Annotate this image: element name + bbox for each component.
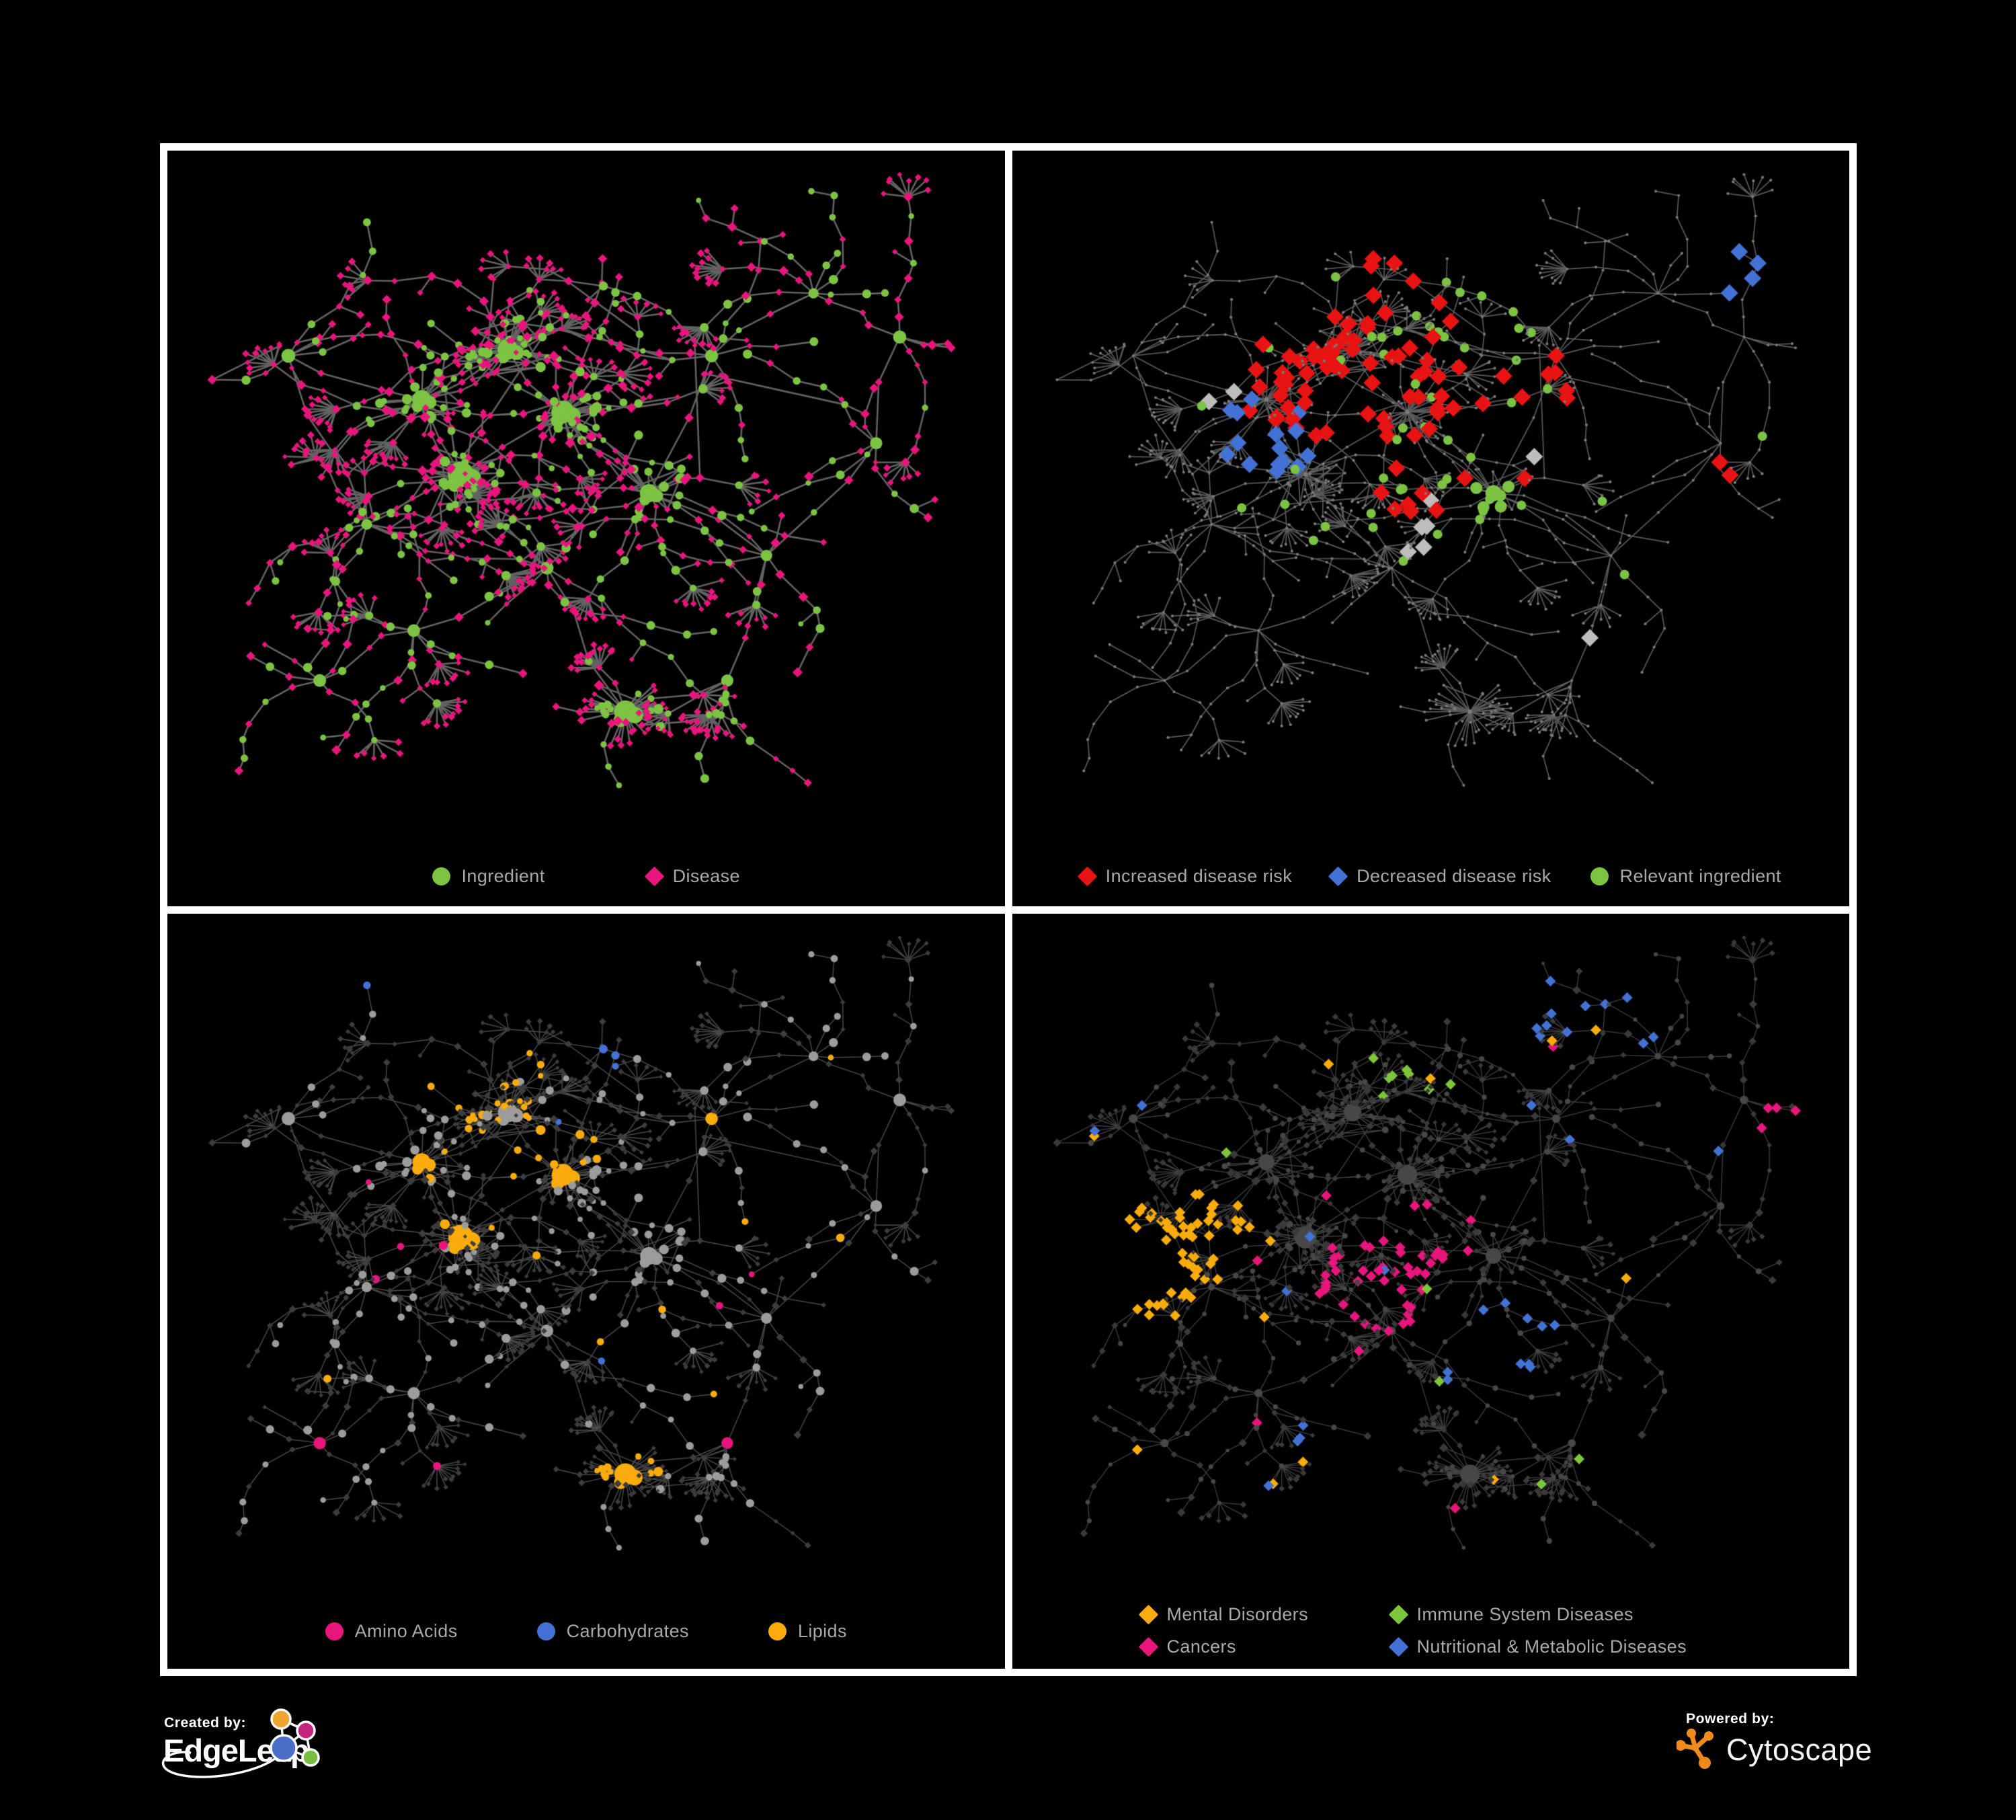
legend-item-amino-acids: Amino Acids — [325, 1621, 458, 1642]
legend-label-disease: Disease — [672, 865, 740, 886]
mental-disorders-diamond-marker — [1138, 1604, 1158, 1625]
cytoscape-wordmark: Cytoscape — [1726, 1733, 1873, 1767]
nutritional-metabolic-diseases-diamond-marker — [1388, 1636, 1408, 1657]
legend-item-immune-system-diseases: Immune System Diseases — [1388, 1604, 1634, 1625]
relevant-ingredient-circle-marker — [1590, 867, 1609, 885]
cytoscape-logo-icon — [1677, 1729, 1713, 1769]
figure-grid: Ingredient Disease Increased disease ris… — [160, 143, 1857, 1676]
legend-item-decreased-risk: Decreased disease risk — [1328, 865, 1551, 887]
legend-label-carbohydrates: Carbohydrates — [566, 1621, 689, 1641]
legend-item-ingredient: Ingredient — [432, 866, 545, 887]
network-canvas-disease-class — [1012, 913, 1849, 1669]
legend-label-amino-acids: Amino Acids — [354, 1621, 458, 1641]
carbohydrates-circle-marker — [536, 1622, 555, 1640]
network-canvas-ingredient-disease — [167, 151, 1005, 906]
legend-ingredient-disease: Ingredient Disease — [167, 866, 1005, 887]
amino-acids-circle-marker — [325, 1622, 344, 1640]
cancers-diamond-marker — [1138, 1636, 1158, 1657]
legend-disease-risk: Increased disease risk Decreased disease… — [1012, 866, 1850, 887]
powered-by-label: Powered by: — [1686, 1711, 1775, 1727]
legend-label-cancers: Cancers — [1166, 1636, 1236, 1657]
panel-disease-class-network: Mental Disorders Immune System Diseases … — [1012, 913, 1849, 1669]
legend-label-lipids: Lipids — [797, 1621, 847, 1641]
network-canvas-disease-risk — [1012, 151, 1849, 906]
panel-nutrient-class-network: Amino Acids Carbohydrates Lipids — [167, 913, 1005, 1669]
immune-system-diseases-diamond-marker — [1388, 1604, 1408, 1625]
legend-item-mental-disorders: Mental Disorders — [1138, 1604, 1308, 1625]
legend-label-nutritional-metabolic-diseases: Nutritional & Metabolic Diseases — [1416, 1636, 1687, 1657]
ingredient-circle-marker — [432, 867, 450, 885]
legend-item-increased-risk: Increased disease risk — [1077, 865, 1293, 887]
network-canvas-nutrient-class — [167, 913, 1005, 1669]
legend-disease-class: Mental Disorders Immune System Diseases … — [1138, 1604, 1687, 1657]
legend-item-carbohydrates: Carbohydrates — [536, 1621, 689, 1642]
legend-label-mental-disorders: Mental Disorders — [1166, 1604, 1308, 1624]
edgeleap-logo-icon — [161, 1708, 320, 1778]
legend-item-cancers: Cancers — [1138, 1636, 1236, 1657]
panel-ingredient-disease-network: Ingredient Disease — [167, 151, 1005, 906]
legend-label-relevant-ingredient: Relevant ingredient — [1619, 865, 1781, 886]
legend-item-relevant-ingredient: Relevant ingredient — [1590, 866, 1781, 887]
legend-item-disease: Disease — [644, 865, 740, 887]
legend-item-nutritional-metabolic-diseases: Nutritional & Metabolic Diseases — [1388, 1636, 1687, 1657]
legend-label-immune-system-diseases: Immune System Diseases — [1416, 1604, 1634, 1624]
lipids-circle-marker — [768, 1622, 787, 1640]
legend-label-decreased-risk: Decreased disease risk — [1357, 865, 1551, 886]
legend-label-increased-risk: Increased disease risk — [1105, 865, 1293, 886]
created-by-label: Created by: — [164, 1715, 247, 1731]
legend-item-lipids: Lipids — [768, 1621, 847, 1642]
panel-disease-risk-network: Increased disease risk Decreased disease… — [1012, 151, 1850, 906]
legend-label-ingredient: Ingredient — [461, 865, 545, 886]
decreased-risk-diamond-marker — [1328, 866, 1348, 886]
disease-diamond-marker — [644, 866, 664, 886]
cytoscape-credit: Cytoscape — [1677, 1728, 1872, 1772]
increased-risk-diamond-marker — [1077, 866, 1098, 886]
legend-nutrient-class: Amino Acids Carbohydrates Lipids — [167, 1621, 1005, 1642]
